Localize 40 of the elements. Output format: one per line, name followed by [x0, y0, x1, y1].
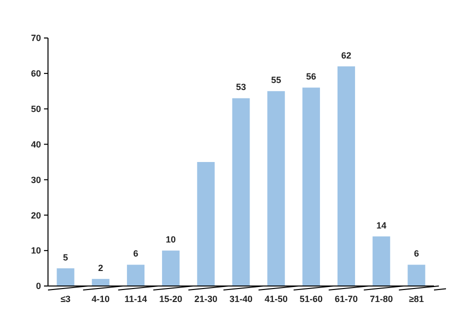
y-tick-label: 0 — [36, 281, 41, 292]
data-label: 14 — [376, 220, 386, 230]
y-tick-label: 60 — [30, 68, 41, 79]
y-tick-label: 70 — [30, 33, 41, 44]
bar — [126, 264, 144, 286]
x-tick-label: 71-80 — [370, 294, 393, 304]
bar — [338, 66, 356, 286]
bar — [56, 268, 74, 286]
x-tick-label: 11-14 — [124, 294, 147, 304]
bar — [372, 236, 390, 286]
x-tick-label: 15-20 — [159, 294, 182, 304]
bar — [408, 264, 426, 286]
data-label: 5 — [63, 252, 68, 262]
bar — [92, 278, 110, 286]
x-tick-label: 51-60 — [300, 294, 323, 304]
y-tick-label: 10 — [30, 246, 41, 256]
data-label: 6 — [414, 248, 419, 259]
y-tick-label: 20 — [30, 210, 41, 220]
x-tick-label: 4-10 — [92, 294, 110, 304]
data-label: 62 — [341, 50, 352, 60]
bar — [232, 98, 250, 286]
data-label: 55 — [271, 75, 282, 86]
x-tick-label: 41-50 — [264, 294, 288, 304]
y-tick-label: 40 — [30, 139, 41, 150]
x-tick-label: 61-70 — [334, 294, 358, 304]
bar — [162, 250, 180, 286]
y-tick-label: 50 — [30, 104, 41, 114]
x-tick-label: 21-30 — [194, 294, 218, 304]
data-label: 56 — [306, 72, 316, 82]
data-label: 10 — [166, 234, 176, 245]
bar — [302, 88, 320, 286]
data-label: 6 — [133, 248, 138, 259]
x-tick-label: 31-40 — [229, 294, 253, 304]
y-tick-label: 30 — [30, 174, 41, 185]
bar — [197, 162, 215, 286]
bar — [267, 91, 285, 286]
x-tick-label: ≥81 — [408, 294, 424, 304]
data-label: 2 — [98, 262, 104, 273]
data-label: 53 — [236, 82, 246, 92]
x-tick-label: ≤3 — [60, 294, 71, 304]
